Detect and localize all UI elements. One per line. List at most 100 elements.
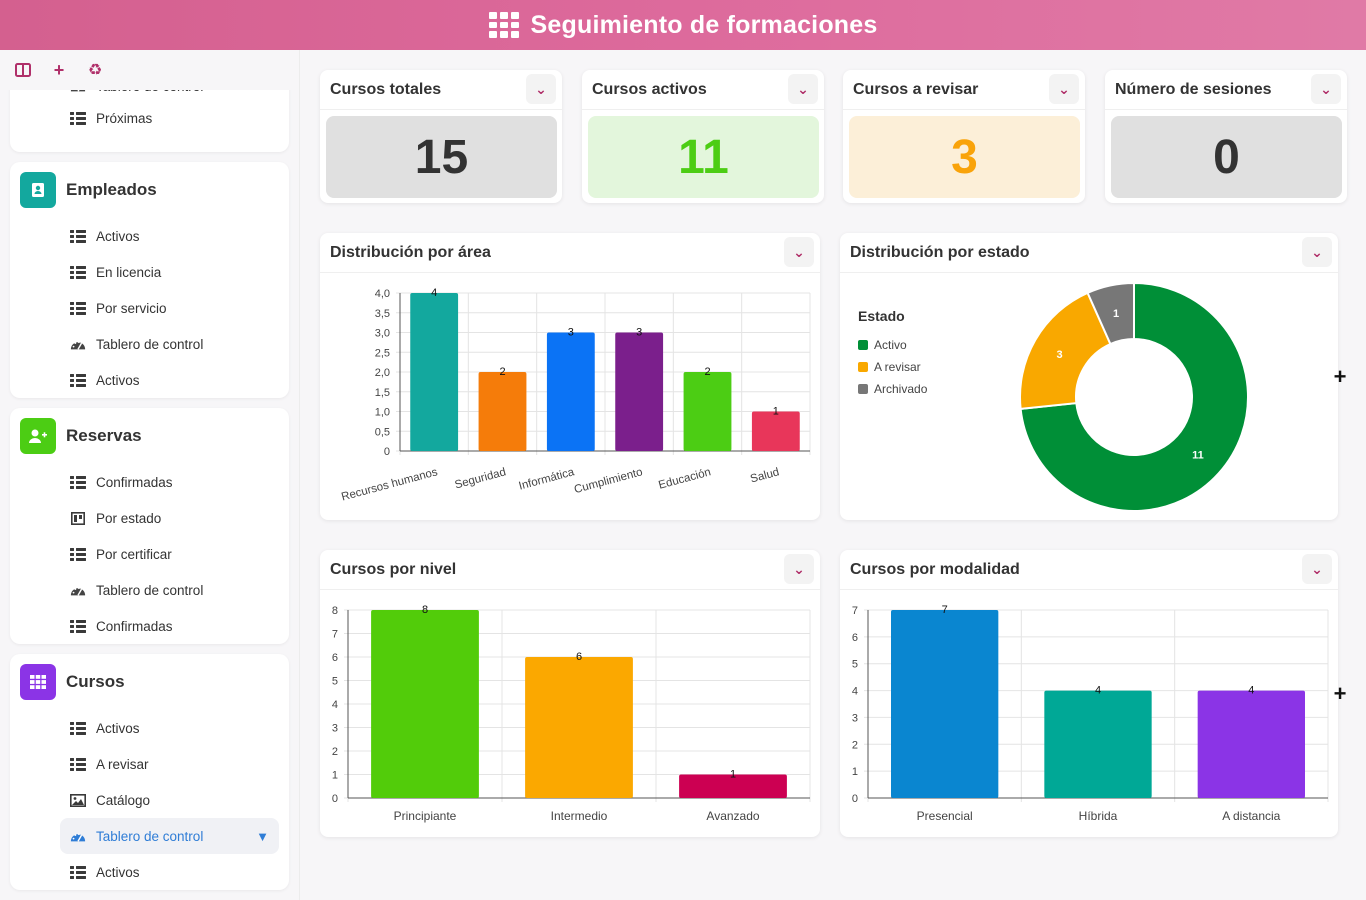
sidebar-item-label: Próximas xyxy=(96,110,153,126)
x-tick-label: Presencial xyxy=(917,809,973,823)
section-title: Empleados xyxy=(66,180,157,199)
sidebar-item-por-servicio[interactable]: Por servicio xyxy=(10,290,289,326)
sidebar-item-catalogo[interactable]: Catálogo xyxy=(10,782,289,818)
bar xyxy=(1044,690,1152,798)
chevron-down-icon[interactable]: ⌄ xyxy=(784,237,814,267)
plus-icon[interactable]: + xyxy=(1333,364,1347,389)
sidebar-item-label: Por servicio xyxy=(96,300,167,316)
bar xyxy=(371,610,479,798)
chevron-down-icon[interactable]: ⌄ xyxy=(1302,237,1332,267)
dashboard-icon xyxy=(70,583,86,597)
sidebar-item-a-revisar[interactable]: A revisar xyxy=(10,746,289,782)
y-tick-label: 6 xyxy=(852,632,858,644)
section-title: Reservas xyxy=(66,426,142,445)
stat-card-numero-de-sesiones: Número de sesiones ⌄ 0 xyxy=(1105,70,1347,203)
section-header[interactable]: Cursos xyxy=(10,654,289,710)
sidebar-item-proximas[interactable]: Próximas xyxy=(10,100,289,136)
chevron-down-icon[interactable]: ⌄ xyxy=(788,74,818,104)
section-title: Cursos xyxy=(66,672,125,691)
x-tick-label: Cumplimiento xyxy=(573,466,644,496)
y-tick-label: 0 xyxy=(332,793,338,805)
sidebar-item-activos[interactable]: Activos xyxy=(10,854,289,890)
chevron-down-icon[interactable]: ⌄ xyxy=(526,74,556,104)
sidebar-item-label: Tablero de control xyxy=(96,336,204,352)
legend-item[interactable]: A revisar xyxy=(858,356,927,378)
legend-label: Activo xyxy=(874,338,907,352)
sidebar-item-confirmadas[interactable]: Confirmadas xyxy=(10,464,289,500)
legend-swatch xyxy=(858,384,868,394)
panel-title: Distribución por estado xyxy=(850,243,1030,261)
sidebar-item-label: Activos xyxy=(96,864,140,880)
sidebar-item-confirmadas[interactable]: Confirmadas xyxy=(10,608,289,644)
x-tick-label: Informática xyxy=(518,466,577,492)
x-tick-label: Principiante xyxy=(394,809,457,823)
list-icon xyxy=(70,229,86,243)
y-tick-label: 4 xyxy=(852,686,858,698)
sidebar-item-label: A revisar xyxy=(96,756,149,772)
plus-icon[interactable]: + xyxy=(1333,681,1347,706)
panel-title: Cursos por modalidad xyxy=(850,560,1020,578)
x-tick-label: Híbrida xyxy=(1079,809,1118,823)
bar xyxy=(751,411,800,451)
sidebar-item-por-estado[interactable]: Por estado xyxy=(10,500,289,536)
sidebar-item-por-certificar[interactable]: Por certificar xyxy=(10,536,289,572)
chevron-down-icon[interactable]: ▼ xyxy=(256,828,269,844)
sidebar-item-label: Confirmadas xyxy=(96,618,173,634)
sidebar-item-activos[interactable]: Activos xyxy=(10,710,289,746)
data-label: 4 xyxy=(1248,685,1254,697)
bar xyxy=(410,293,459,451)
y-tick-label: 1,5 xyxy=(375,387,390,399)
y-tick-label: 7 xyxy=(332,629,338,641)
bar xyxy=(615,332,664,451)
chevron-down-icon[interactable]: ⌄ xyxy=(1311,74,1341,104)
sidebar-item-label: Confirmadas xyxy=(96,474,173,490)
y-tick-label: 5 xyxy=(332,676,338,688)
recycle-icon[interactable]: ♻ xyxy=(87,62,103,79)
list-icon xyxy=(70,619,86,633)
slice-label: 11 xyxy=(1192,450,1204,462)
columns-icon[interactable] xyxy=(12,59,34,81)
chevron-down-icon[interactable]: ⌄ xyxy=(1049,74,1079,104)
list-icon xyxy=(70,373,86,387)
page-title: Seguimiento de formaciones xyxy=(530,10,878,39)
sidebar: + ♻ Tablero de control Próximas Empleados A… xyxy=(0,50,300,900)
legend-label: A revisar xyxy=(874,360,921,374)
data-label: 7 xyxy=(942,604,948,616)
data-label: 1 xyxy=(773,406,779,418)
sidebar-section-cursos: Cursos Activos A revisar Catálogo Tablero de… xyxy=(10,654,289,890)
sidebar-item-tablero-de-control[interactable]: Tablero de control xyxy=(10,572,289,608)
bar xyxy=(679,774,787,798)
chevron-down-icon[interactable]: ⌄ xyxy=(784,554,814,584)
list-icon xyxy=(70,757,86,771)
stat-title: Cursos a revisar xyxy=(853,80,979,98)
y-tick-label: 1 xyxy=(332,770,338,782)
sidebar-item-activos[interactable]: Activos xyxy=(10,362,289,398)
data-label: 8 xyxy=(422,604,428,616)
add-user-icon xyxy=(20,418,56,454)
x-tick-label: Educación xyxy=(657,466,712,491)
sidebar-item-label: Por certificar xyxy=(96,546,172,562)
legend-item[interactable]: Archivado xyxy=(858,378,927,400)
sidebar-item-label: Activos xyxy=(96,720,140,736)
dashboard-icon xyxy=(70,337,86,351)
stat-value: 11 xyxy=(588,116,819,198)
sidebar-item-activos[interactable]: Activos xyxy=(10,218,289,254)
section-header[interactable]: Empleados xyxy=(10,162,289,218)
sidebar-item-tablero-de-control[interactable]: Tablero de control ▼ xyxy=(60,818,279,854)
plus-icon[interactable]: + xyxy=(53,59,65,80)
section-header[interactable]: Reservas xyxy=(10,408,289,464)
y-tick-label: 8 xyxy=(332,605,338,617)
chart-estado: 11 3 1 xyxy=(1019,281,1249,512)
list-icon xyxy=(70,301,86,315)
chevron-down-icon[interactable]: ⌄ xyxy=(1302,554,1332,584)
panel-modalidad: Cursos por modalidad ⌄ 0 1 2 3 4 5 6 7 7 Presenci… xyxy=(840,550,1338,837)
chart-legend: Estado Activo A revisar Archivado xyxy=(858,308,927,400)
panel-estado: Distribución por estado ⌄ Estado Activo A … xyxy=(840,233,1338,520)
x-tick-label: Seguridad xyxy=(454,466,508,491)
sidebar-item-en-licencia[interactable]: En licencia xyxy=(10,254,289,290)
y-tick-label: 0 xyxy=(384,446,390,458)
legend-item[interactable]: Activo xyxy=(858,334,927,356)
panel-title: Cursos por nivel xyxy=(330,560,457,578)
stat-card-cursos-activos: Cursos activos ⌄ 11 xyxy=(582,70,824,203)
sidebar-item-tablero-de-control[interactable]: Tablero de control xyxy=(10,326,289,362)
